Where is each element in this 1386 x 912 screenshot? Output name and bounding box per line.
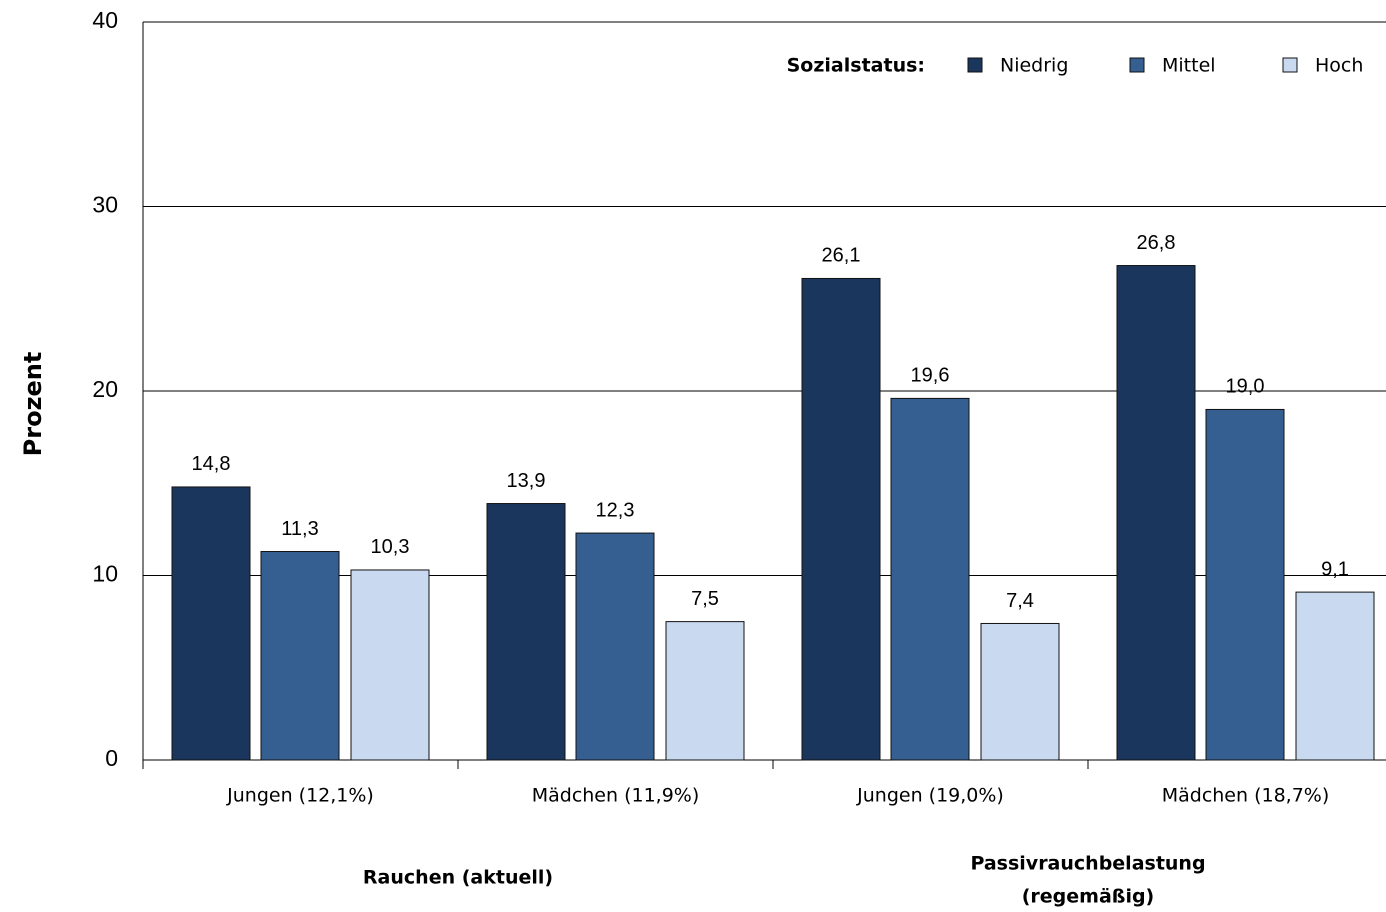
y-tick-label: 20 (92, 376, 118, 402)
value-label: 19,6 (911, 365, 950, 387)
value-label: 12,3 (596, 499, 635, 521)
legend-label: Mittel (1162, 55, 1216, 77)
group-label: (regemäßig) (1022, 886, 1155, 908)
bar (260, 551, 340, 761)
group-label: Rauchen (aktuell) (363, 867, 553, 889)
x-tick-label: Jungen (12,1%) (226, 785, 374, 807)
bar (801, 277, 881, 761)
bar (1205, 408, 1285, 761)
bar (1116, 265, 1196, 761)
bar (665, 621, 745, 761)
value-label: 11,3 (281, 518, 318, 540)
y-tick-label: 40 (92, 7, 118, 33)
bar (486, 503, 566, 761)
value-label: 7,5 (691, 588, 719, 610)
legend-swatch (967, 57, 983, 73)
value-label: 9,1 (1321, 558, 1349, 580)
legend-title: Sozialstatus: (787, 55, 925, 77)
bar (350, 569, 430, 761)
x-tick-label: Mädchen (18,7%) (1162, 785, 1330, 807)
bar (980, 622, 1060, 761)
y-axis-label: Prozent (19, 352, 47, 457)
y-tick-label: 30 (92, 192, 118, 218)
bar (890, 397, 970, 761)
bar (575, 532, 655, 761)
group-label: Passivrauchbelastung (970, 853, 1205, 875)
value-label: 26,1 (822, 245, 861, 267)
legend-swatch (1282, 57, 1298, 73)
y-tick-label: 10 (92, 561, 118, 587)
bar (171, 486, 251, 761)
value-label: 13,9 (507, 470, 546, 492)
bar (1295, 591, 1375, 761)
value-label: 19,0 (1226, 376, 1265, 398)
legend-swatch (1129, 57, 1145, 73)
x-tick-label: Mädchen (11,9%) (532, 785, 700, 807)
value-label: 26,8 (1137, 232, 1176, 254)
legend-label: Niedrig (1000, 55, 1068, 77)
legend-label: Hoch (1315, 55, 1363, 77)
y-tick-label: 0 (105, 745, 118, 771)
value-label: 7,4 (1006, 590, 1034, 612)
value-label: 14,8 (192, 453, 231, 475)
x-tick-label: Jungen (19,0%) (856, 785, 1004, 807)
value-label: 10,3 (371, 536, 410, 558)
